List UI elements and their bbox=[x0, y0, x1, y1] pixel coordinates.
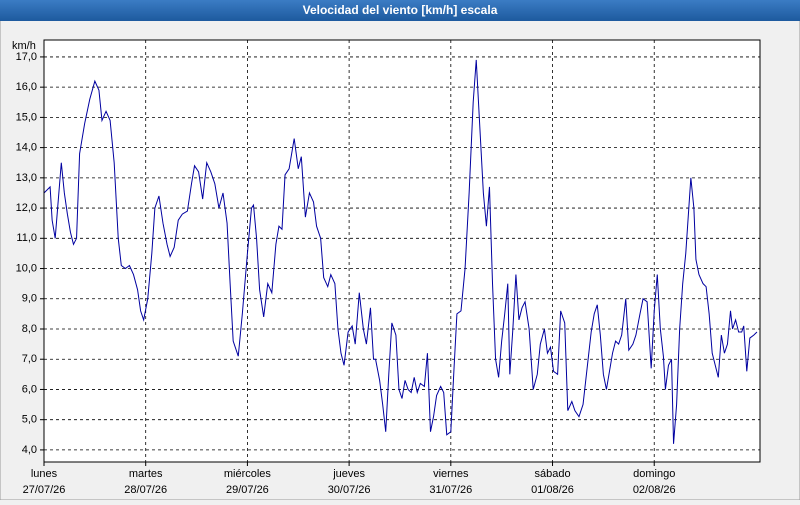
y-tick-label: 11,0 bbox=[16, 232, 37, 244]
y-tick-label: 7,0 bbox=[22, 353, 37, 365]
grid bbox=[43, 40, 760, 462]
x-tick-date: 31/07/26 bbox=[429, 484, 472, 496]
y-tick-label: 10,0 bbox=[16, 262, 37, 274]
x-tick-label: viernes bbox=[433, 468, 469, 480]
y-tick-label: 6,0 bbox=[22, 383, 37, 395]
y-tick-label: 15,0 bbox=[16, 111, 37, 123]
y-tick-label: 8,0 bbox=[22, 323, 37, 335]
y-tick-label: 13,0 bbox=[16, 172, 37, 184]
plot-area bbox=[44, 40, 760, 462]
x-tick-date: 27/07/26 bbox=[23, 484, 66, 496]
x-tick-label: miércoles bbox=[224, 468, 272, 480]
x-tick-date: 01/08/26 bbox=[531, 484, 574, 496]
y-tick-label: 4,0 bbox=[22, 444, 37, 456]
x-tick-date: 28/07/26 bbox=[124, 484, 167, 496]
x-tick-label: sábado bbox=[534, 468, 570, 480]
x-tick-label: jueves bbox=[332, 468, 365, 480]
plot-border bbox=[43, 39, 761, 463]
x-tick-date: 29/07/26 bbox=[226, 484, 269, 496]
x-tick-label: martes bbox=[129, 468, 163, 480]
y-tick-label: 14,0 bbox=[16, 142, 37, 154]
y-unit: km/h bbox=[12, 40, 36, 52]
title-bar bbox=[0, 0, 800, 21]
chart-title: Velocidad del viento [km/h] escala bbox=[303, 3, 498, 17]
y-tick-label: 5,0 bbox=[22, 414, 37, 426]
y-tick-label: 12,0 bbox=[16, 202, 37, 214]
y-tick-label: 16,0 bbox=[16, 81, 37, 93]
wind-line bbox=[43, 59, 758, 444]
x-tick-label: domingo bbox=[633, 468, 675, 480]
y-tick-label: 17,0 bbox=[16, 51, 37, 63]
x-tick-date: 02/08/26 bbox=[633, 484, 676, 496]
x-tick-date: 30/07/26 bbox=[328, 484, 371, 496]
y-tick-label: 9,0 bbox=[22, 293, 37, 305]
marks bbox=[43, 59, 758, 444]
x-tick-label: lunes bbox=[31, 468, 58, 480]
